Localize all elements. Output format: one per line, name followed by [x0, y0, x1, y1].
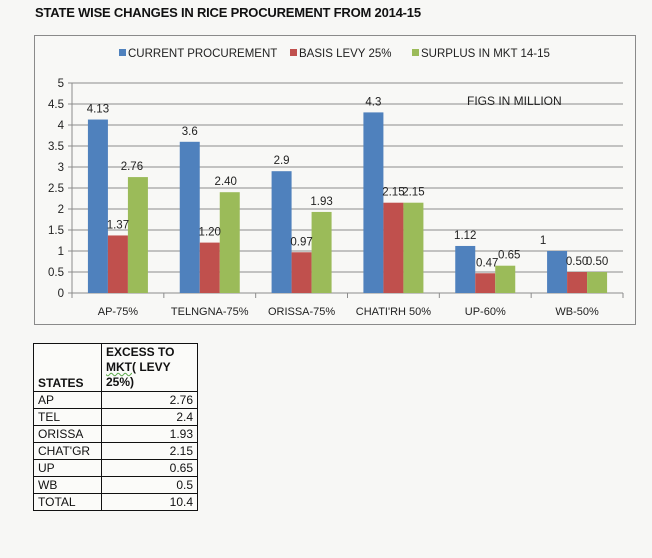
bar-1-0 [107, 235, 128, 293]
y-tick-label: 3.5 [48, 141, 64, 153]
value-cell: 10.4 [101, 493, 198, 511]
bar-chart: 0 0.5 1 1.5 2 2.5 3 3.5 4 4.5 5 4.13 1.37 2.76 3.6 1.2… [48, 48, 624, 318]
data-label: 1.20 [199, 227, 221, 239]
data-label: 4.13 [87, 104, 109, 116]
axes [68, 82, 624, 298]
chart-container: 0 0.5 1 1.5 2 2.5 3 3.5 4 4.5 5 4.13 1.37 2.76 3.6 1.2… [34, 35, 636, 325]
data-label: 2.9 [274, 155, 290, 167]
data-label: 0.65 [498, 250, 520, 262]
category-label: ORISSA-75% [268, 306, 335, 318]
table-row: TEL 2.4 [33, 408, 198, 426]
data-label: 0.97 [290, 236, 312, 248]
excess-table: STATES EXCESS TO MKT( LEVY 25%) AP 2.76 T… [33, 343, 198, 511]
table-row: UP 0.65 [33, 459, 198, 477]
data-labels: 4.13 1.37 2.76 3.6 1.20 2.40 2.9 0.97 1.93 4.3 2.1… [87, 96, 609, 269]
state-cell: CHAT'GR [33, 442, 102, 460]
table-header-row: STATES EXCESS TO MKT( LEVY 25%) [33, 343, 198, 392]
bar-0-3 [363, 112, 384, 294]
table-row: WB 0.5 [33, 476, 198, 494]
legend-swatch-2 [412, 49, 419, 56]
data-label: 1.37 [107, 219, 129, 231]
y-tick-label: 1 [58, 246, 64, 258]
data-label: 4.3 [365, 96, 381, 108]
table-row: AP 2.76 [33, 391, 198, 409]
category-labels: AP-75% TELNGNA-75% ORISSA-75% CHATI'RH 50% U… [98, 306, 599, 318]
category-label: AP-75% [98, 306, 139, 318]
data-label: 0.47 [476, 257, 498, 269]
category-label: WB-50% [555, 306, 599, 318]
bar-0-2 [271, 171, 292, 293]
data-label: 1 [540, 235, 546, 247]
legend-label-2: SURPLUS IN MKT 14-15 [421, 48, 550, 60]
value-cell: 0.65 [101, 459, 198, 477]
y-tick-label: 2 [58, 204, 64, 216]
bar-1-3 [383, 202, 404, 293]
data-label: 2.76 [121, 161, 143, 173]
bars [87, 112, 608, 294]
legend-swatch-1 [290, 49, 297, 56]
value-cell: 2.15 [101, 442, 198, 460]
bar-2-3 [403, 202, 424, 293]
legend-swatch-0 [119, 49, 126, 56]
category-label: CHATI'RH 50% [356, 306, 431, 318]
y-tick-labels: 0 0.5 1 1.5 2 2.5 3 3.5 4 4.5 5 [48, 78, 65, 300]
bar-0-4 [455, 245, 476, 293]
state-cell: TOTAL [33, 493, 102, 511]
state-cell: TEL [33, 408, 102, 426]
header-excess-mkt: MKT [106, 360, 132, 374]
bar-2-4 [495, 265, 516, 293]
legend-label-1: BASIS LEVY 25% [299, 48, 391, 60]
category-label: TELNGNA-75% [171, 306, 249, 318]
bar-1-2 [291, 252, 312, 293]
table-row-total: TOTAL 10.4 [33, 493, 198, 511]
data-label: 2.15 [382, 187, 404, 199]
data-label: 2.40 [215, 176, 237, 188]
bar-0-0 [87, 119, 108, 293]
bar-0-1 [179, 141, 200, 293]
header-excess-line3: 25%) [106, 375, 135, 389]
bar-2-2 [311, 211, 332, 293]
y-tick-label: 5 [58, 78, 64, 90]
bar-2-1 [219, 192, 240, 293]
gridlines [72, 82, 623, 273]
header-excess-levy: ( LEVY [132, 360, 171, 374]
header-states: STATES [33, 343, 102, 392]
y-tick-label: 4 [58, 120, 65, 132]
header-excess: EXCESS TO MKT( LEVY 25%) [101, 343, 198, 392]
bar-1-5 [567, 272, 588, 293]
bar-1-1 [199, 242, 220, 293]
data-label: 2.15 [402, 187, 424, 199]
state-cell: AP [33, 391, 102, 409]
bar-2-0 [127, 177, 148, 293]
y-tick-label: 3 [58, 162, 64, 174]
value-cell: 2.76 [101, 391, 198, 409]
page-title: STATE WISE CHANGES IN RICE PROCUREMENT F… [35, 5, 421, 20]
bar-0-5 [547, 251, 568, 293]
y-tick-label: 2.5 [48, 183, 64, 195]
bar-1-4 [475, 273, 496, 293]
data-label: 1.93 [310, 196, 332, 208]
data-label: 3.6 [182, 126, 198, 138]
value-cell: 0.5 [101, 476, 198, 494]
legend: CURRENT PROCUREMENT BASIS LEVY 25% SURPLUS… [119, 48, 550, 60]
value-cell: 1.93 [101, 425, 198, 443]
data-label: 0.50 [586, 256, 608, 268]
header-excess-line1: EXCESS TO [106, 345, 175, 359]
units-annotation: FIGS IN MILLION [467, 94, 562, 108]
y-tick-label: 0 [58, 288, 64, 300]
state-cell: UP [33, 459, 102, 477]
state-cell: WB [33, 476, 102, 494]
y-tick-label: 0.5 [48, 267, 64, 279]
data-label: 0.50 [566, 256, 588, 268]
legend-label-0: CURRENT PROCUREMENT [128, 48, 277, 60]
value-cell: 2.4 [101, 408, 198, 426]
state-cell: ORISSA [33, 425, 102, 443]
category-label: UP-60% [465, 306, 506, 318]
bar-2-5 [587, 272, 608, 293]
data-label: 1.12 [454, 230, 476, 242]
y-tick-label: 1.5 [48, 225, 64, 237]
table-row: ORISSA 1.93 [33, 425, 198, 443]
table-row: CHAT'GR 2.15 [33, 442, 198, 460]
y-tick-label: 4.5 [48, 99, 64, 111]
